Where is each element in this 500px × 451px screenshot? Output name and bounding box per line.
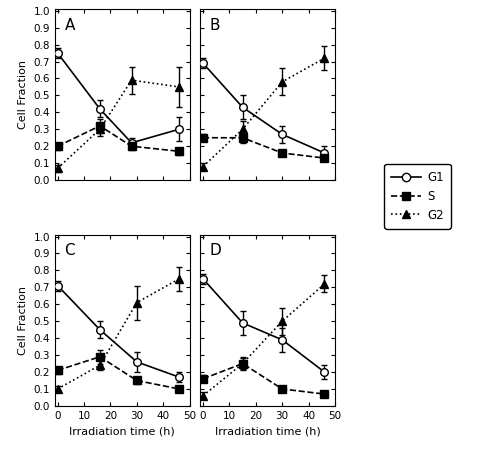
X-axis label: Irradiation time (h): Irradiation time (h) (70, 426, 175, 436)
X-axis label: Irradiation time (h): Irradiation time (h) (215, 426, 320, 436)
Text: B: B (210, 18, 220, 32)
Legend: G1, S, G2: G1, S, G2 (384, 164, 450, 229)
Text: A: A (64, 18, 75, 32)
Y-axis label: Cell Fraction: Cell Fraction (18, 286, 28, 355)
Y-axis label: Cell Fraction: Cell Fraction (18, 60, 28, 129)
Text: D: D (210, 244, 222, 258)
Text: C: C (64, 244, 75, 258)
